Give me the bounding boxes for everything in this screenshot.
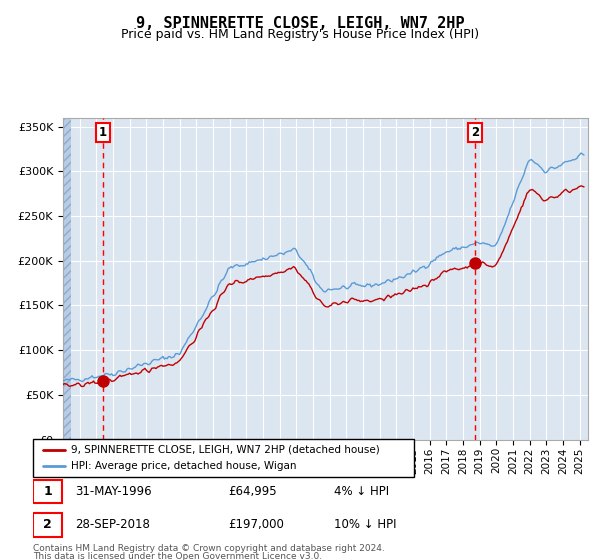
Text: 28-SEP-2018: 28-SEP-2018 bbox=[75, 518, 150, 531]
Text: £64,995: £64,995 bbox=[229, 485, 277, 498]
Bar bbox=[63, 118, 71, 440]
Text: 2: 2 bbox=[43, 518, 52, 531]
Text: Contains HM Land Registry data © Crown copyright and database right 2024.: Contains HM Land Registry data © Crown c… bbox=[33, 544, 385, 553]
FancyBboxPatch shape bbox=[33, 439, 414, 477]
Text: 2: 2 bbox=[471, 125, 479, 139]
Text: 31-MAY-1996: 31-MAY-1996 bbox=[75, 485, 152, 498]
Text: 1: 1 bbox=[99, 125, 107, 139]
Text: 9, SPINNERETTE CLOSE, LEIGH, WN7 2HP: 9, SPINNERETTE CLOSE, LEIGH, WN7 2HP bbox=[136, 16, 464, 31]
Text: Price paid vs. HM Land Registry's House Price Index (HPI): Price paid vs. HM Land Registry's House … bbox=[121, 28, 479, 41]
Text: 10% ↓ HPI: 10% ↓ HPI bbox=[334, 518, 397, 531]
Text: 4% ↓ HPI: 4% ↓ HPI bbox=[334, 485, 389, 498]
FancyBboxPatch shape bbox=[33, 479, 62, 503]
Text: 1: 1 bbox=[43, 485, 52, 498]
Text: £197,000: £197,000 bbox=[229, 518, 284, 531]
Text: This data is licensed under the Open Government Licence v3.0.: This data is licensed under the Open Gov… bbox=[33, 552, 322, 560]
Text: 9, SPINNERETTE CLOSE, LEIGH, WN7 2HP (detached house): 9, SPINNERETTE CLOSE, LEIGH, WN7 2HP (de… bbox=[71, 445, 380, 455]
FancyBboxPatch shape bbox=[33, 513, 62, 536]
Text: HPI: Average price, detached house, Wigan: HPI: Average price, detached house, Wiga… bbox=[71, 461, 296, 472]
